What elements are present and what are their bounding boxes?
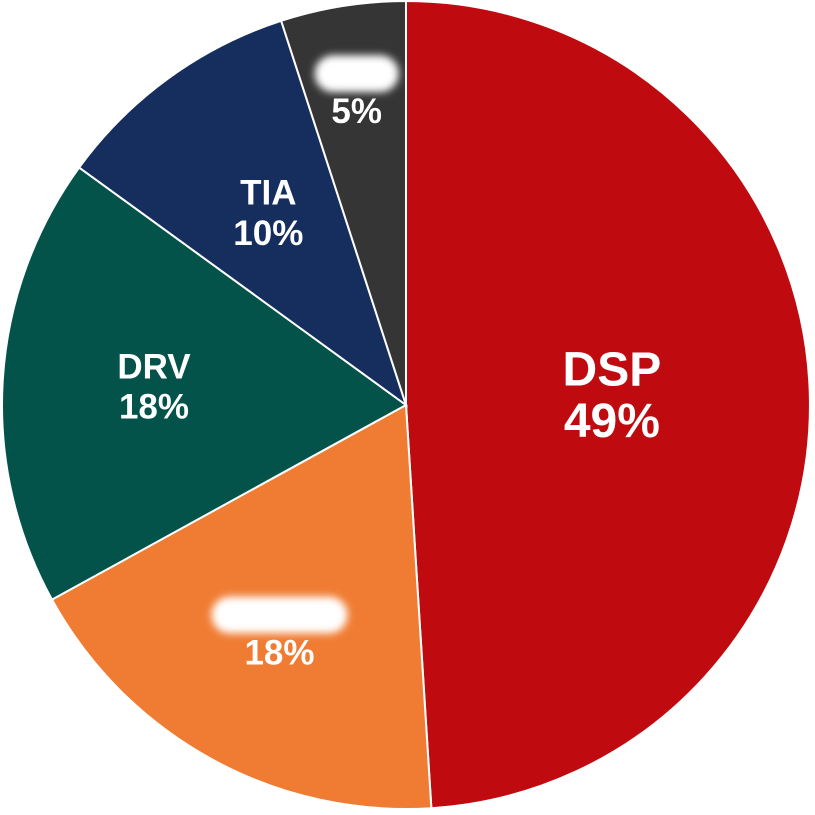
pie-slice-dsp <box>405 0 811 810</box>
slice-value-label: 49% <box>564 395 660 448</box>
slice-value-label: 5% <box>331 92 382 131</box>
redacted-label-blur <box>211 596 348 634</box>
slice-value-label: 18% <box>244 633 314 672</box>
slice-value-label: 10% <box>233 214 303 253</box>
slice-name-label: DSP <box>563 343 662 396</box>
slice-name-label: TIA <box>240 174 296 213</box>
pie-slice-unlabeled-4 <box>279 0 407 406</box>
redacted-label-blur <box>314 55 399 93</box>
pie-slice-tia <box>77 19 408 408</box>
slice-name-label: DRV <box>117 347 191 386</box>
slice-label-group: 5% <box>314 55 399 131</box>
slice-value-label: 18% <box>119 388 189 427</box>
slice-label-group: 18% <box>211 596 348 672</box>
pie-slice-drv <box>1 166 408 601</box>
